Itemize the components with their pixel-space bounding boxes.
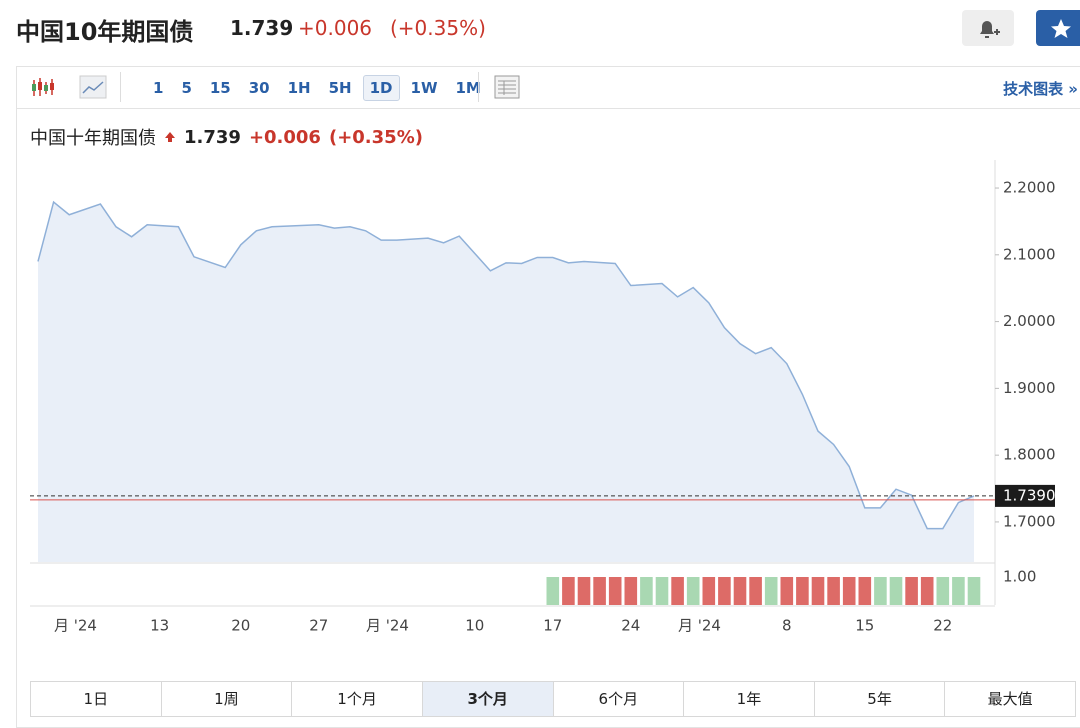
legend-name: 中国十年期国债: [30, 128, 156, 149]
volume-bar: [764, 577, 778, 605]
chart-toolbar: 1 5 15 30 1H 5H 1D 1W 1M 技术图表 »: [16, 66, 1080, 109]
volume-bar: [702, 577, 716, 605]
volume-tick-label: 1.00: [1003, 568, 1036, 586]
x-tick-label: 17: [543, 617, 562, 635]
y-tick-label: 1.8000: [1003, 446, 1056, 464]
x-tick-label: 20: [231, 617, 250, 635]
volume-bar: [842, 577, 856, 605]
volume-bar: [718, 577, 731, 605]
legend-change-pct: (+0.35%): [328, 126, 423, 148]
y-tick-label: 1.9000: [1003, 379, 1056, 397]
interval-button[interactable]: 15: [209, 79, 231, 97]
range-selector: 1日 1周 1个月 3个月 6个月 1年 5年 最大值: [30, 681, 1076, 717]
interval-button[interactable]: 1H: [287, 79, 311, 97]
volume-bar: [624, 577, 638, 605]
y-tick-label: 2.2000: [1003, 179, 1056, 197]
last-price-tag: [995, 484, 1055, 507]
x-tick-label: 8: [782, 617, 792, 635]
volume-bar: [905, 577, 918, 605]
link-text: 技术图表: [1003, 80, 1064, 98]
y-tick-label: 2.0000: [1003, 312, 1056, 330]
volume-bar: [967, 577, 981, 605]
volume-bar: [671, 577, 684, 605]
x-tick-label: 月 '24: [366, 617, 409, 635]
chart: 英为财情Investing.com1.70001.80001.90002.000…: [30, 160, 1056, 635]
volume-bar: [562, 577, 575, 605]
volume-bar: [608, 577, 622, 605]
volume-bar: [749, 577, 762, 605]
area-fill: [38, 202, 974, 563]
chart-type-icons[interactable]: [28, 74, 128, 100]
volume-bar: [827, 577, 840, 605]
range-tab[interactable]: 6个月: [554, 682, 685, 716]
table-icon[interactable]: [494, 75, 520, 99]
x-tick-label: 15: [855, 617, 874, 635]
x-tick-label: 月 '24: [54, 617, 97, 635]
interval-button[interactable]: 5: [181, 79, 192, 97]
watchlist-button[interactable]: [1036, 10, 1080, 46]
interval-button[interactable]: 1D: [362, 75, 400, 101]
volume-bar: [889, 577, 903, 605]
y-tick-label: 1.7000: [1003, 512, 1056, 530]
price-line: [37, 200, 975, 530]
technical-chart-link[interactable]: 技术图表 »: [1003, 80, 1078, 98]
volume-bar: [796, 577, 809, 605]
price: 1.739: [230, 16, 294, 40]
bell-icon: [980, 21, 1000, 38]
alert-button[interactable]: [962, 10, 1014, 46]
volume-bar: [811, 577, 825, 605]
volume-bar: [874, 577, 887, 605]
volume-bar: [655, 577, 669, 605]
range-tab[interactable]: 1年: [684, 682, 815, 716]
x-tick-label: 13: [150, 617, 169, 635]
volume-bar: [546, 577, 560, 605]
volume-bar: [858, 577, 872, 605]
x-tick-label: 10: [465, 617, 484, 635]
volume-bar: [733, 577, 747, 605]
range-tab[interactable]: 1个月: [292, 682, 423, 716]
volume-bar: [952, 577, 965, 605]
interval-button[interactable]: 30: [248, 79, 270, 97]
volume-bar: [936, 577, 950, 605]
interval-button[interactable]: 5H: [328, 79, 352, 97]
interval-button[interactable]: 1M: [455, 79, 481, 97]
price-change: +0.006: [298, 16, 373, 40]
range-tab[interactable]: 5年: [815, 682, 946, 716]
range-tab[interactable]: 3个月: [422, 682, 554, 716]
up-arrow: [165, 132, 175, 142]
interval-button[interactable]: 1W: [410, 79, 438, 97]
volume-bar: [577, 577, 591, 605]
y-tick-label: 2.1000: [1003, 245, 1056, 263]
last-price-label: 1.7390: [1003, 486, 1056, 504]
range-tab[interactable]: 最大值: [987, 690, 1033, 708]
x-tick-label: 月 '24: [678, 617, 721, 635]
price-change-pct: (+0.35%): [390, 16, 486, 40]
instrument-title: 中国10年期国债: [16, 18, 194, 46]
interval-button[interactable]: 1: [153, 79, 164, 97]
range-tab[interactable]: 1日: [31, 682, 162, 716]
interval-selector: 1 5 15 30 1H 5H 1D 1W 1M: [146, 75, 488, 101]
star-icon: [1051, 19, 1071, 38]
x-tick-label: 24: [621, 617, 640, 635]
x-tick-label: 22: [933, 617, 952, 635]
legend-price: 1.739: [184, 126, 241, 148]
legend-change: +0.006: [248, 126, 321, 148]
range-tab[interactable]: 1周: [162, 682, 293, 716]
chart-legend: 中国十年期国债 1.739 +0.006 (+0.35%): [30, 124, 423, 150]
volume-bar: [920, 577, 934, 605]
volume-bar: [593, 577, 606, 605]
x-tick-label: 27: [309, 617, 328, 635]
volume-bar: [640, 577, 653, 605]
volume-bar: [780, 577, 794, 605]
volume-bar: [686, 577, 700, 605]
